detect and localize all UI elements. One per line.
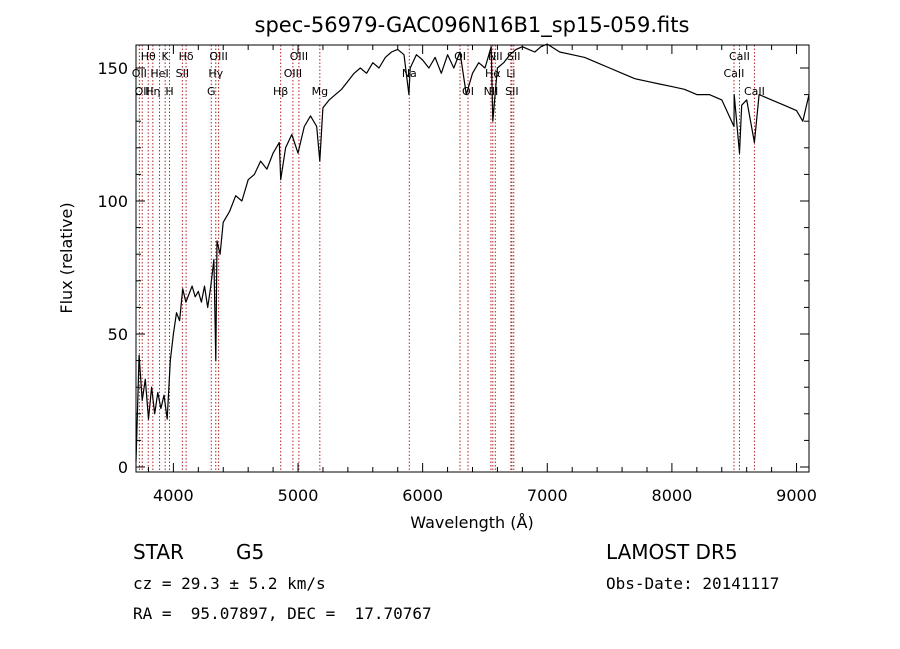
line-label-21: NII	[488, 50, 503, 63]
y-axis: 0 50 100 150	[97, 59, 809, 477]
x-axis-label: Wavelength (Å)	[410, 513, 533, 532]
object-subclass: G5	[236, 540, 265, 564]
line-label-12: Hβ	[273, 85, 288, 98]
line-label-24: SII	[507, 50, 520, 63]
y-axis-label: Flux (relative)	[57, 202, 76, 313]
line-label-18: OI	[462, 85, 474, 98]
x-tick-label: 9000	[776, 486, 817, 505]
line-label-26: CaII	[729, 50, 750, 63]
line-label-0: OII	[132, 67, 147, 80]
line-label-16: Na	[402, 67, 417, 80]
spectral-line-markers	[138, 45, 755, 472]
line-label-10: Hγ	[208, 67, 223, 80]
line-label-15: Mg	[312, 85, 328, 98]
x-tick-label: 6000	[402, 486, 443, 505]
y-tick-label: 0	[118, 458, 128, 477]
x-tick-label: 7000	[527, 486, 568, 505]
line-label-11: OIII	[209, 50, 227, 63]
y-tick-label: 150	[97, 59, 128, 78]
coordinates-readout: RA = 95.07897, DEC = 17.70767	[133, 604, 432, 623]
line-label-17: OI	[454, 50, 466, 63]
x-axis: 4000 5000 6000 7000 8000 9000	[147, 45, 817, 505]
line-label-7: SII	[176, 67, 189, 80]
line-label-22: Li	[506, 67, 515, 80]
spectrum-line	[135, 43, 810, 462]
line-label-20: Hα	[485, 67, 501, 80]
y-tick-label: 50	[108, 325, 128, 344]
line-label-6: H	[165, 85, 173, 98]
line-label-25: CaII	[724, 67, 745, 80]
chart-title: spec-56979-GAC096N16B1_sp15-059.fits	[255, 13, 690, 38]
line-label-5: K	[162, 50, 170, 63]
y-tick-label: 100	[97, 192, 128, 211]
line-label-19: NII	[484, 85, 499, 98]
line-label-9: G	[207, 85, 216, 98]
line-label-8: Hδ	[179, 50, 194, 63]
object-class: STAR	[133, 540, 184, 564]
line-label-23: SII	[505, 85, 518, 98]
spectral-line-labels: OIIOIIHθHηHeIKHSIIHδGHγOIIIHβOIIIOIIIMgN…	[132, 50, 765, 98]
line-label-1: OII	[135, 85, 150, 98]
x-tick-label: 8000	[652, 486, 693, 505]
line-label-14: OIII	[290, 50, 308, 63]
line-label-27: CaII	[744, 85, 765, 98]
line-label-13: OIII	[284, 67, 302, 80]
spectrum-line-group	[135, 43, 810, 462]
survey-name: LAMOST DR5	[606, 540, 738, 564]
line-label-3: Hη	[145, 85, 160, 98]
plot-frame	[135, 44, 810, 473]
observation-date: Obs-Date: 20141117	[606, 574, 780, 593]
x-tick-label: 5000	[278, 486, 319, 505]
line-label-2: Hθ	[141, 50, 156, 63]
x-tick-label: 4000	[153, 486, 194, 505]
line-label-4: HeI	[150, 67, 168, 80]
redshift-readout: cz = 29.3 ± 5.2 km/s	[133, 574, 326, 593]
